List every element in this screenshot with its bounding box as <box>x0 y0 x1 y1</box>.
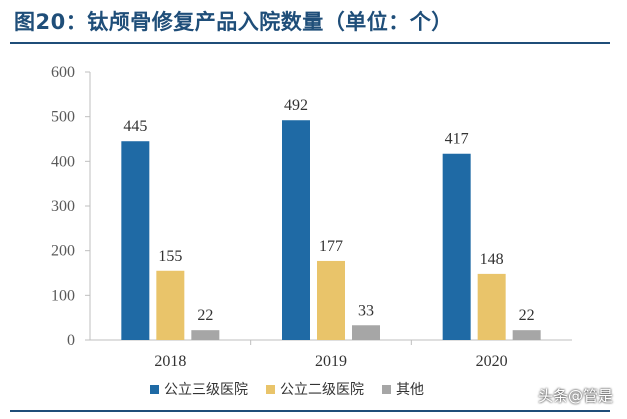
data-label: 33 <box>358 302 374 319</box>
x-tick-label: 2020 <box>476 353 508 370</box>
bar <box>191 330 220 340</box>
data-label: 417 <box>445 131 469 148</box>
bar <box>477 273 506 340</box>
x-tick-label: 2019 <box>315 353 347 370</box>
legend-item: 其他 <box>382 379 424 399</box>
legend-item: 公立三级医院 <box>150 379 248 399</box>
bar <box>512 330 541 340</box>
y-tick-label: 300 <box>51 198 75 215</box>
data-label: 445 <box>123 118 147 135</box>
data-label: 148 <box>480 251 504 268</box>
y-tick-label: 400 <box>51 153 75 170</box>
watermark: 头条@管是 <box>537 387 613 405</box>
y-tick-label: 0 <box>67 332 75 349</box>
bar <box>352 325 380 340</box>
data-label: 155 <box>158 248 182 265</box>
chart-legend: 公立三级医院 公立二级医院 其他 <box>150 379 424 399</box>
bar <box>442 153 471 340</box>
legend-label: 公立二级医院 <box>280 382 364 398</box>
y-tick-label: 500 <box>51 109 75 126</box>
y-tick-label: 100 <box>51 287 75 304</box>
title-divider <box>10 42 610 44</box>
bar <box>317 260 345 340</box>
data-label: 22 <box>197 307 213 324</box>
legend-label: 其他 <box>396 382 424 398</box>
y-tick-label: 200 <box>51 243 75 260</box>
chart-title: 图20：钛颅骨修复产品入院数量（单位：个） <box>14 10 453 34</box>
bar <box>282 120 310 341</box>
bottom-divider <box>10 410 610 412</box>
x-tick-label: 2018 <box>154 353 186 370</box>
y-tick-label: 600 <box>51 64 75 81</box>
legend-swatch <box>382 384 391 394</box>
legend-swatch <box>150 384 159 394</box>
legend-swatch <box>266 384 275 394</box>
bar <box>121 141 150 340</box>
data-label: 492 <box>284 97 308 114</box>
legend-item: 公立二级医院 <box>266 379 364 399</box>
bar <box>156 270 185 340</box>
data-label: 177 <box>319 238 343 255</box>
data-label: 22 <box>519 307 535 324</box>
legend-label: 公立三级医院 <box>164 382 248 398</box>
